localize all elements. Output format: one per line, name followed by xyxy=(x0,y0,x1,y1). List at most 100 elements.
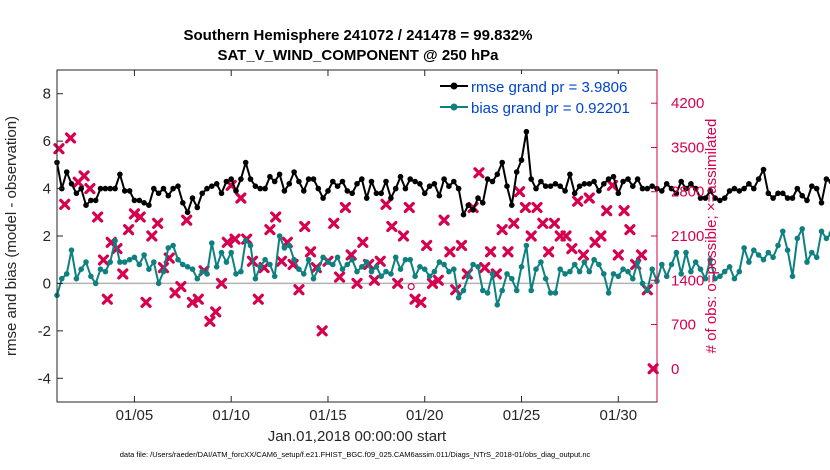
obs-assimilated-marker xyxy=(426,277,439,290)
bias-point xyxy=(228,249,234,256)
bias-point xyxy=(605,290,612,296)
rmse-point xyxy=(528,176,534,182)
y2-tick-label: 2800 xyxy=(671,184,704,201)
rmse-point xyxy=(567,171,573,178)
bias-point xyxy=(344,261,351,268)
rmse-point xyxy=(213,181,220,187)
bias-point xyxy=(431,268,438,275)
rmse-point xyxy=(533,185,539,192)
rmse-point xyxy=(286,181,293,187)
bias-point xyxy=(63,271,70,277)
rmse-point xyxy=(180,200,186,206)
bias-point xyxy=(441,261,447,268)
rmse-point xyxy=(465,202,472,208)
rmse-point xyxy=(63,169,70,175)
bias-point xyxy=(470,261,476,268)
bias-point xyxy=(586,268,593,275)
rmse-point xyxy=(552,181,559,187)
legend: rmse grand pr = 3.9806 bias grand pr = 0… xyxy=(436,74,651,118)
obs-assimilated-marker xyxy=(392,277,404,290)
bias-point xyxy=(765,249,772,256)
bias-point xyxy=(175,256,181,263)
rmse-point xyxy=(513,169,520,175)
obs-assimilated-marker xyxy=(215,277,228,290)
bias-point xyxy=(359,264,365,270)
rmse-point xyxy=(160,185,167,192)
obs-assimilated-marker xyxy=(181,214,193,226)
rmse-point xyxy=(412,178,418,185)
bias-point xyxy=(315,266,322,273)
rmse-point xyxy=(73,190,80,197)
bias-point xyxy=(731,275,738,282)
obs-assimilated-marker xyxy=(455,239,468,252)
rmse-point xyxy=(330,178,336,185)
rmse-point xyxy=(146,202,152,208)
obs-assimilated-marker xyxy=(235,192,247,204)
bias-point xyxy=(407,256,414,263)
rmse-point xyxy=(586,181,593,187)
rmse-point xyxy=(276,171,283,178)
rmse-point xyxy=(368,178,375,185)
y2-tick-label: 1400 xyxy=(671,272,704,289)
obs-assimilated-marker xyxy=(409,293,421,305)
bias-point xyxy=(242,237,249,244)
obs-assimilated-marker xyxy=(444,246,456,258)
bias-point xyxy=(741,245,747,251)
obs-assimilated-marker xyxy=(635,249,648,261)
obs-assimilated-marker xyxy=(221,236,233,248)
bias-point xyxy=(209,240,215,246)
bias-point xyxy=(494,302,501,308)
bias-point xyxy=(141,252,147,258)
obs-assimilated-marker xyxy=(304,246,317,258)
obs-assimilated-marker xyxy=(204,315,216,327)
rmse-point xyxy=(644,185,651,192)
obs-assimilated-marker xyxy=(78,170,90,182)
x-axis-label: Jan.01,2018 00:00:00 start xyxy=(268,428,447,445)
obs-assimilated-marker xyxy=(299,220,311,233)
obs-assimilated-marker xyxy=(496,224,508,236)
bias-point xyxy=(760,256,767,263)
rmse-point xyxy=(818,200,825,206)
rmse-point xyxy=(470,207,476,213)
bias-point xyxy=(421,266,428,273)
obs-assimilated-marker xyxy=(548,217,561,229)
rmse-point xyxy=(688,181,694,187)
rmse-point xyxy=(402,185,409,192)
bias-point xyxy=(151,259,157,265)
rmse-point xyxy=(233,188,239,194)
bias-point xyxy=(620,266,626,273)
bias-point xyxy=(136,261,143,268)
bias-point xyxy=(804,259,810,265)
bias-point xyxy=(92,280,99,287)
obs-assimilated-marker xyxy=(128,208,141,220)
rmse-point xyxy=(765,190,772,197)
bias-point xyxy=(596,261,602,268)
rmse-point xyxy=(489,178,496,185)
bias-point xyxy=(131,254,138,261)
bias-point xyxy=(426,273,433,280)
bias-point xyxy=(775,242,781,249)
obs-assimilated-marker xyxy=(59,198,71,210)
bias-point xyxy=(591,256,597,263)
obs-assimilated-marker xyxy=(351,277,363,290)
rmse-point xyxy=(523,128,530,135)
bias-point xyxy=(823,235,830,242)
bias-point xyxy=(194,275,201,282)
rmse-point xyxy=(383,178,389,185)
obs-assimilated-marker xyxy=(531,201,543,214)
rmse-point xyxy=(121,188,128,194)
rmse-point xyxy=(601,181,607,187)
y2-tick-label: 700 xyxy=(671,317,696,334)
rmse-point xyxy=(136,197,143,204)
rmse-point xyxy=(68,181,75,187)
obs-assimilated-marker xyxy=(186,296,199,308)
obs-assimilated-marker xyxy=(432,274,444,286)
rmse-point xyxy=(262,185,268,192)
rmse-point xyxy=(107,185,113,192)
rmse-point xyxy=(460,211,467,218)
rmse-point xyxy=(392,185,399,192)
rmse-point xyxy=(252,183,259,189)
obs-assimilated-marker xyxy=(270,211,282,223)
rmse-point xyxy=(755,176,762,182)
rmse-point xyxy=(296,178,302,185)
